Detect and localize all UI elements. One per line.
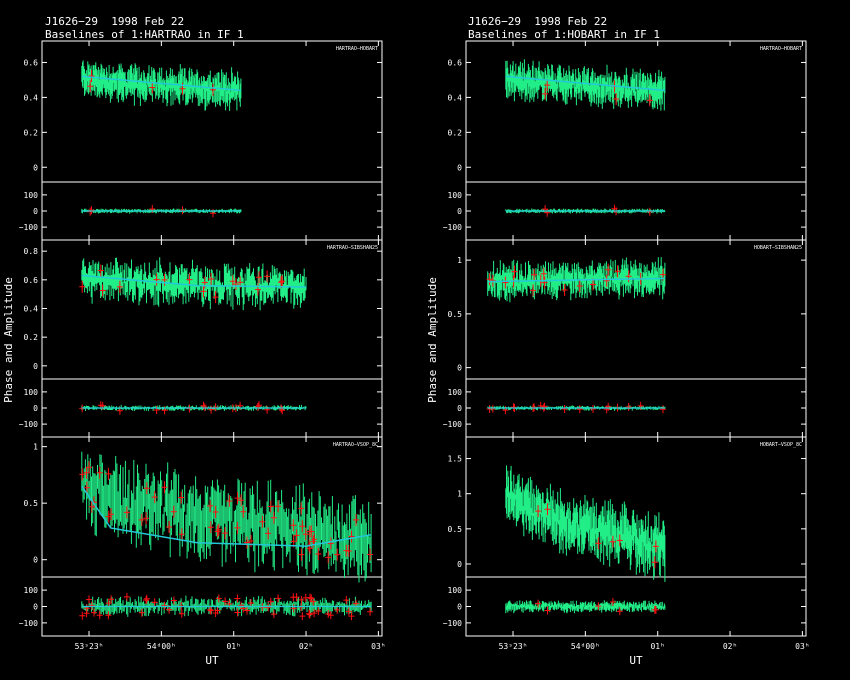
y-axis-label: Phase and Amplitude	[2, 277, 15, 403]
amp-tick-label: 0.4	[24, 305, 39, 314]
amp-tick-label: 1.5	[448, 455, 463, 464]
phase-tick-label: 0	[457, 207, 462, 216]
amplitude-points	[81, 257, 307, 311]
amp-tick-label: 1	[457, 490, 462, 499]
flagged-amplitude-points	[535, 503, 659, 569]
phase-tick-label: 100	[24, 586, 39, 595]
phase-tick-label: 100	[448, 388, 463, 397]
phase-tick-label: 100	[24, 191, 39, 200]
model-amplitude-curve	[81, 485, 372, 547]
x-tick-label: 03ʰ	[371, 642, 385, 651]
x-tick-label: 01ʰ	[650, 642, 664, 651]
baseline-2-group: HARTRAO−VSOP_8C 1 0.5 0 100 0 −100	[19, 436, 383, 637]
x-tick-label: 02ʰ	[299, 642, 313, 651]
baseline-name: HARTRAO−HOBART	[336, 46, 378, 52]
phase-tick-label: −100	[443, 619, 462, 628]
amp-tick-label: 0.4	[448, 93, 463, 102]
phase-tick-label: 100	[24, 388, 39, 397]
x-tick-label: 54ᵈ00ʰ	[147, 642, 176, 651]
phase-tick-label: 100	[448, 191, 463, 200]
phase-tick-label: 0	[33, 207, 38, 216]
x-axis-label: UT	[629, 654, 643, 667]
x-tick-label: 01ʰ	[226, 642, 240, 651]
flagged-phase-points	[79, 592, 374, 621]
phase-tick-label: 100	[448, 586, 463, 595]
flagged-amplitude-points	[87, 70, 216, 96]
phase-tick-label: −100	[19, 619, 38, 628]
model-amplitude-curve	[81, 274, 307, 288]
model-amplitude-curve	[487, 277, 665, 283]
amp-tick-label: 0.2	[24, 128, 39, 137]
amp-tick-label: 0.5	[24, 499, 39, 508]
baseline-2-group: HOBART−VSOP_8C 1.5 1 0.5 0 100 0 −100	[443, 436, 807, 637]
amp-tick-label: 1	[33, 443, 38, 452]
baseline-0-group: HARTRAO−HOBART 0.6 0.4 0.2 0 100 0 −100	[443, 40, 807, 241]
panel-1: Phase and Amplitude UT HARTRAO−HOBART 0.6 0.…	[426, 40, 810, 667]
baseline-frame	[41, 436, 383, 637]
flagged-amplitude-points	[79, 264, 286, 304]
x-axis-label: UT	[205, 654, 219, 667]
phase-tick-label: −100	[19, 420, 38, 429]
baseline-name: HARTRAO−VSOP_8C	[333, 442, 378, 448]
y-axis-label: Phase and Amplitude	[426, 277, 439, 403]
amp-tick-label: 0	[33, 163, 38, 172]
phase-tick-label: −100	[443, 420, 462, 429]
panel-left-title-line1: J1626−29 1998 Feb 22	[45, 15, 185, 28]
baseline-0-group: HARTRAO−HOBART 0.6 0.4 0.2 0 100 0 −100	[19, 40, 383, 241]
amplitude-points	[81, 60, 242, 111]
model-amplitude-curve	[81, 75, 241, 92]
amp-tick-label: 0.2	[448, 128, 463, 137]
amp-tick-label: 0.8	[24, 247, 39, 256]
amplitude-points	[505, 59, 666, 111]
amp-tick-label: 0.5	[448, 525, 463, 534]
amp-tick-label: 0	[457, 560, 462, 569]
baseline-name: HOBART−VSOP_8C	[760, 442, 802, 448]
amplitude-points	[505, 465, 666, 582]
x-tick-label: 53ˢ23ʰ	[75, 642, 104, 651]
amp-tick-label: 0	[457, 364, 462, 373]
phase-tick-label: 0	[457, 404, 462, 413]
x-tick-label: 02ʰ	[723, 642, 737, 651]
phase-tick-label: −100	[443, 223, 462, 232]
baseline-name: HOBART−SIBSHAN25	[754, 245, 802, 251]
x-tick-label: 54ᵈ00ʰ	[571, 642, 600, 651]
amp-tick-label: 0	[33, 362, 38, 371]
baseline-name: HARTRAO−SIBSHAN25	[327, 245, 378, 251]
baseline-name: HARTRAO−HOBART	[760, 46, 802, 52]
flagged-phase-points	[87, 205, 216, 218]
phase-points	[505, 600, 666, 614]
panel-right-title-line1: J1626−29 1998 Feb 22	[468, 15, 608, 28]
panel-right-title-line2: Baselines of 1:HOBART in IF 1	[468, 28, 661, 41]
amp-tick-label: 1	[457, 256, 462, 265]
baseline-1-group: HOBART−SIBSHAN25 1 0.5 0 100 0 −100	[443, 239, 807, 438]
model-amplitude-curve	[505, 75, 665, 92]
phase-tick-label: 0	[457, 603, 462, 612]
amp-tick-label: 0.6	[448, 58, 463, 67]
amp-tick-label: 0.2	[24, 333, 39, 342]
panel-0: Phase and Amplitude UT HARTRAO−HOBART 0.6 0.…	[2, 40, 386, 667]
x-tick-label: 53ˢ23ʰ	[499, 642, 528, 651]
amp-tick-label: 0.6	[24, 276, 39, 285]
phase-tick-label: −100	[19, 223, 38, 232]
x-tick-label: 03ʰ	[795, 642, 809, 651]
flagged-phase-points	[535, 598, 659, 616]
phase-tick-label: 0	[33, 404, 38, 413]
phase-tick-label: 0	[33, 603, 38, 612]
baseline-frame	[465, 436, 807, 637]
panel-left-title-line2: Baselines of 1:HARTRAO in IF 1	[45, 28, 244, 41]
baseline-1-group: HARTRAO−SIBSHAN25 0.8 0.6 0.4 0.2 0 100 0 −100	[19, 239, 383, 438]
amp-tick-label: 0.6	[24, 58, 39, 67]
amp-tick-label: 0.5	[448, 310, 463, 319]
amp-tick-label: 0	[33, 556, 38, 565]
amp-tick-label: 0	[457, 163, 462, 172]
flagged-amplitude-points	[79, 461, 374, 564]
amp-tick-label: 0.4	[24, 93, 39, 102]
